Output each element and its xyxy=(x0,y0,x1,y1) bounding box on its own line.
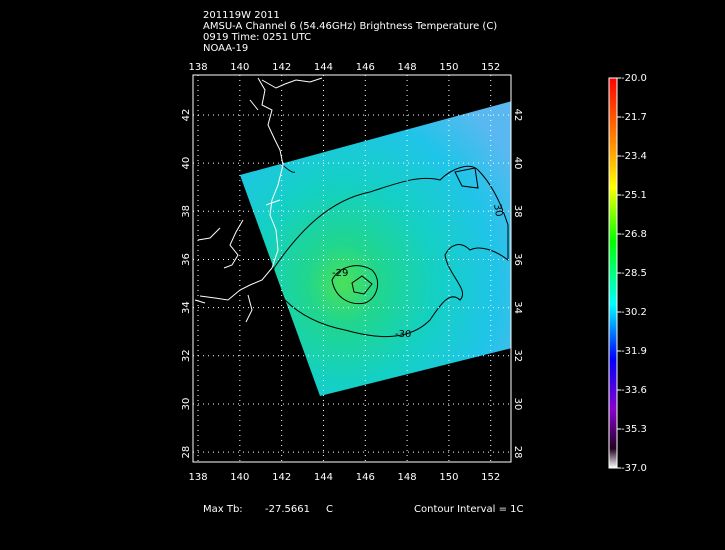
contour-label: -30 xyxy=(395,329,411,340)
colorbar-label: -30.2 xyxy=(621,307,647,318)
contour xyxy=(351,275,373,295)
lat-label: 36 xyxy=(181,253,192,266)
footer-interval: Contour Interval = 1C xyxy=(414,504,524,515)
colorbar-label: -20.0 xyxy=(621,73,647,84)
lon-label: 144 xyxy=(314,472,333,483)
lon-label: 138 xyxy=(188,472,207,483)
coastline xyxy=(194,77,323,323)
header-line: NOAA-19 xyxy=(203,43,248,54)
lon-label: 152 xyxy=(481,472,500,483)
lon-label: 140 xyxy=(230,472,249,483)
lat-label: 40 xyxy=(181,157,192,170)
lon-label: 144 xyxy=(314,62,333,73)
colorbar-label: -21.7 xyxy=(621,112,647,123)
lat-label: 32 xyxy=(512,349,523,362)
lat-label: 28 xyxy=(181,446,192,459)
colorbar xyxy=(608,77,618,469)
contour-label: -29 xyxy=(332,268,348,279)
lon-label: 148 xyxy=(398,472,417,483)
lon-label: 142 xyxy=(272,62,291,73)
colorbar-label: -26.8 xyxy=(621,229,647,240)
lat-label: 40 xyxy=(512,157,523,170)
contour xyxy=(331,265,379,305)
lon-label: 146 xyxy=(356,62,375,73)
colorbar-labels: -20.0 -21.7 -23.4 -25.1 -26.8 -28.5 -30.2 -31.9… xyxy=(617,73,647,474)
swath xyxy=(240,101,511,396)
header-line: 201119W 2011 xyxy=(203,10,280,21)
lon-label: 146 xyxy=(356,472,375,483)
lat-label: 34 xyxy=(181,301,192,314)
lon-label: 150 xyxy=(439,472,458,483)
contour xyxy=(249,139,296,173)
contour xyxy=(273,165,509,338)
lat-label: 28 xyxy=(512,446,523,459)
colorbar-label: -35.3 xyxy=(621,424,647,435)
lat-label: 30 xyxy=(181,398,192,411)
lon-label: 152 xyxy=(481,62,500,73)
lat-label: 38 xyxy=(181,205,192,218)
graticule: 138 138 140 140 142 142 144 144 146 146 148 148 150 1… xyxy=(181,62,523,483)
header-line: 0919 Time: 0251 UTC xyxy=(203,32,311,43)
colorbar-label: -31.9 xyxy=(621,346,647,357)
lat-label: 30 xyxy=(512,398,523,411)
map-frame xyxy=(192,74,512,463)
footer-unit: C xyxy=(326,504,333,515)
lon-label: 138 xyxy=(188,62,207,73)
lat-label: 36 xyxy=(512,253,523,266)
lat-label: 34 xyxy=(512,301,523,314)
lon-label: 148 xyxy=(398,62,417,73)
colorbar-label: -25.1 xyxy=(621,190,647,201)
lat-label: 42 xyxy=(512,109,523,122)
map-area xyxy=(194,77,511,396)
colorbar-label: -37.0 xyxy=(621,463,647,474)
colorbar-label: -23.4 xyxy=(621,151,647,162)
contour xyxy=(454,167,479,189)
header-line: AMSU-A Channel 6 (54.46GHz) Brightness T… xyxy=(203,21,497,32)
colorbar-label: -33.6 xyxy=(621,385,647,396)
lat-label: 38 xyxy=(512,205,523,218)
colorbar-label: -28.5 xyxy=(621,268,647,279)
lon-label: 140 xyxy=(230,62,249,73)
lat-label: 32 xyxy=(181,349,192,362)
lon-label: 150 xyxy=(439,62,458,73)
lon-label: 142 xyxy=(272,472,291,483)
contour-label: 30 xyxy=(491,203,504,217)
footer-label: Max Tb: xyxy=(203,504,243,515)
footer-value: -27.5661 xyxy=(265,504,310,515)
lat-label: 42 xyxy=(181,109,192,122)
